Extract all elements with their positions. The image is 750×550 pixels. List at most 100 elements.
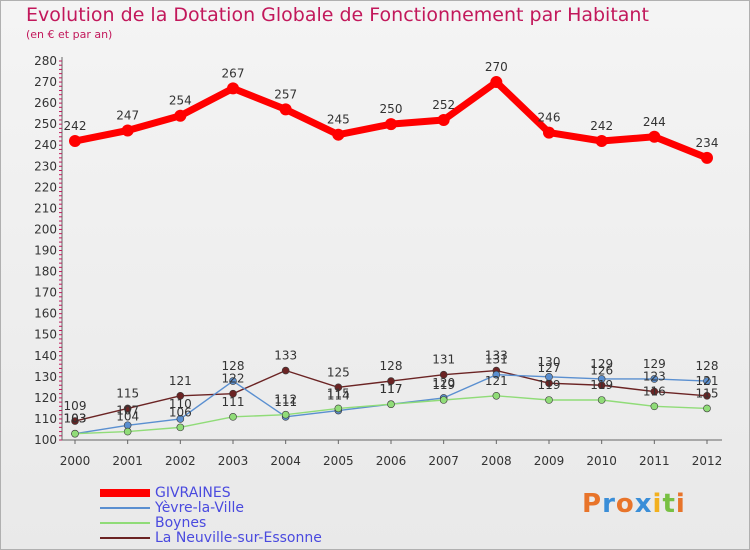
x-tick-label: 2010 [586, 454, 617, 468]
data-label: 103 [64, 412, 87, 426]
y-tick-label: 210 [34, 201, 57, 215]
data-label: 103 [64, 412, 87, 426]
data-point [492, 370, 501, 379]
data-point [650, 375, 659, 383]
x-tick-label: 2002 [165, 454, 196, 468]
data-point [597, 375, 606, 383]
data-label: 120 [432, 376, 455, 390]
data-point [650, 402, 659, 411]
legend-item: Yèvre-la-Ville [100, 500, 244, 516]
data-point [387, 377, 395, 385]
data-label: 127 [538, 361, 561, 375]
data-label: 244 [643, 115, 666, 129]
y-tick-label: 200 [34, 222, 57, 236]
y-tick-label: 240 [34, 138, 57, 152]
y-tick-label: 100 [34, 433, 57, 447]
legend-label: La Neuville-sur-Essonne [155, 530, 322, 546]
data-point [545, 373, 553, 381]
data-label: 115 [327, 386, 350, 400]
data-label: 234 [696, 136, 719, 150]
data-point [334, 383, 343, 392]
data-label: 117 [380, 382, 403, 396]
data-point [543, 126, 555, 139]
data-point [703, 377, 711, 385]
data-point [492, 391, 501, 400]
legend-swatch [100, 537, 150, 539]
y-tick-label: 250 [34, 117, 57, 131]
y-tick-label: 110 [34, 412, 57, 426]
data-point [71, 429, 79, 438]
data-point [437, 113, 450, 126]
y-tick-label: 220 [34, 180, 57, 194]
data-label: 123 [643, 370, 666, 384]
data-point [650, 387, 659, 396]
data-label: 115 [696, 386, 719, 400]
data-label: 111 [222, 395, 245, 409]
data-point [69, 135, 81, 148]
data-point [71, 417, 79, 425]
data-point [648, 130, 661, 143]
x-tick-label: 2008 [481, 454, 512, 468]
data-point [176, 423, 185, 432]
data-label: 128 [696, 359, 719, 373]
data-label: 128 [380, 359, 403, 373]
x-tick-label: 2005 [323, 454, 354, 468]
data-label: 122 [222, 372, 245, 386]
data-label: 111 [274, 395, 297, 409]
data-label: 109 [64, 399, 87, 413]
x-tick-label: 2003 [218, 454, 249, 468]
y-tick-label: 170 [34, 286, 57, 300]
y-tick-label: 120 [34, 391, 57, 405]
data-point [229, 413, 237, 421]
x-tick-label: 2001 [112, 454, 143, 468]
data-label: 242 [64, 119, 87, 133]
legend-label: Boynes [155, 515, 207, 531]
data-point [227, 82, 239, 95]
data-label: 121 [696, 374, 719, 388]
data-point [439, 396, 448, 404]
data-label: 119 [590, 378, 613, 392]
legend-swatch [100, 522, 150, 524]
data-label: 130 [538, 355, 561, 369]
data-point [176, 391, 185, 400]
data-label: 129 [643, 357, 666, 371]
data-point [545, 396, 553, 404]
data-label: 133 [485, 349, 508, 363]
data-label: 104 [116, 410, 139, 424]
y-tick-label: 260 [34, 96, 57, 110]
data-point [703, 391, 711, 400]
x-tick-label: 2012 [692, 454, 723, 468]
data-label: 116 [643, 384, 666, 398]
data-label: 131 [485, 353, 508, 367]
data-label: 119 [432, 378, 455, 392]
x-tick-label: 2004 [270, 454, 301, 468]
legend-label: GIVRAINES [155, 485, 231, 501]
data-label: 245 [327, 113, 350, 127]
data-label: 106 [169, 405, 192, 419]
data-label: 121 [169, 374, 192, 388]
data-label: 125 [327, 365, 350, 379]
y-tick-label: 230 [34, 159, 57, 173]
data-point [385, 118, 397, 131]
data-label: 117 [380, 382, 403, 396]
y-tick-label: 130 [34, 370, 57, 384]
data-label: 115 [116, 386, 139, 400]
x-tick-label: 2006 [376, 454, 407, 468]
data-label: 257 [274, 87, 297, 101]
data-label: 254 [169, 94, 192, 108]
proxiti-logo: Proxiti [582, 489, 686, 519]
y-tick-label: 140 [34, 349, 57, 363]
legend-item: GIVRAINES [100, 485, 231, 501]
y-tick-label: 160 [34, 307, 57, 321]
data-point [334, 404, 343, 413]
legend-item: Boynes [100, 515, 206, 531]
data-point [701, 151, 713, 164]
data-label: 246 [538, 111, 561, 125]
x-tick-label: 2007 [428, 454, 459, 468]
data-label: 110 [169, 397, 192, 411]
data-label: 250 [380, 102, 403, 116]
data-label: 119 [538, 378, 561, 392]
chart-title: Evolution de la Dotation Globale de Fonc… [26, 4, 649, 26]
y-tick-label: 280 [34, 54, 57, 68]
